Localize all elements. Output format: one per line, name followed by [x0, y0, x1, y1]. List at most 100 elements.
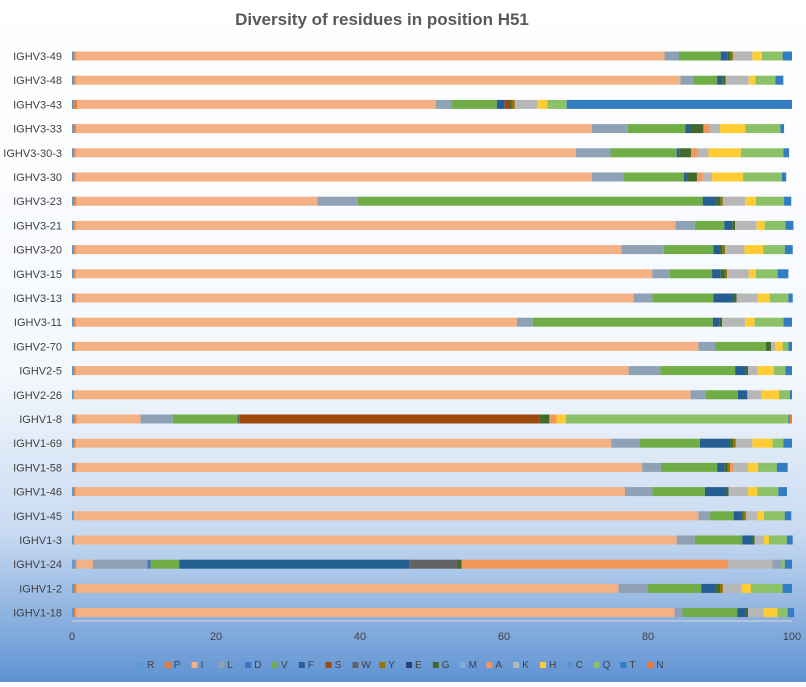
bar-segment-T [788, 341, 792, 351]
bar-segment-Y [725, 269, 728, 279]
bar-segment-V [652, 293, 714, 303]
bar-segment-L [772, 559, 782, 569]
bar-segment-H [745, 317, 755, 327]
bar-segment-P [74, 462, 77, 472]
bar-segment-I [75, 608, 675, 618]
bar-segment-H [752, 438, 773, 448]
bar-segment-T [784, 559, 792, 569]
bar-segment-L [92, 559, 148, 569]
bar-segment-Y [511, 99, 515, 109]
bar-segment-F [684, 172, 687, 182]
bar-segment-Q [565, 414, 789, 424]
bar-segment-R [72, 124, 75, 134]
bar-segment-A [691, 148, 698, 158]
bar-segment-V [652, 487, 705, 497]
bar-segment-I [75, 317, 517, 327]
bar-segment-I [75, 366, 629, 376]
bar-segment-H [744, 245, 764, 255]
bar-segment-G [741, 511, 744, 521]
bar-row [72, 75, 784, 85]
category-label: IGHV3-11 [14, 317, 62, 329]
legend-swatch [379, 662, 386, 668]
bar-segment-P [74, 366, 76, 376]
bar-segment-R [72, 220, 75, 230]
bar-segment-G [745, 366, 749, 376]
bar-segment-I [75, 269, 653, 279]
bar-segment-R [72, 390, 74, 400]
bar-segment-Y [720, 196, 723, 206]
bar-segment-V [669, 269, 713, 279]
bar-segment-Q [774, 366, 786, 376]
x-tick-label: 60 [498, 631, 510, 643]
bar-segment-V [682, 608, 738, 618]
bar-segment-A [703, 124, 710, 134]
bar-segment-Q [745, 124, 781, 134]
bar-segment-V [693, 75, 718, 85]
category-label: IGHV3-30-3 [3, 148, 62, 160]
bar-segment-K [728, 487, 749, 497]
bar-segment-H [748, 487, 758, 497]
bar-row [72, 99, 792, 109]
bar-segment-R [72, 172, 75, 182]
bar-segment-V [357, 196, 703, 206]
bar-segment-P [74, 414, 77, 424]
bar-segment-Y [720, 583, 723, 593]
bar-row [72, 366, 792, 376]
bar-segment-P [73, 390, 75, 400]
category-label: IGHV3-49 [13, 51, 62, 63]
bar-segment-T [783, 317, 792, 327]
bar-segment-F [733, 511, 742, 521]
bar-segment-V [639, 438, 700, 448]
bar-segment-V [705, 390, 738, 400]
category-label: IGHV3-30 [13, 172, 62, 184]
bar-segment-I [75, 438, 612, 448]
bar-segment-K [722, 317, 746, 327]
bar-segment-R [72, 462, 75, 472]
bar-segment-T [781, 172, 787, 182]
bar-segment-T [784, 245, 793, 255]
legend-label: H [549, 660, 556, 671]
bar-segment-R [72, 196, 75, 206]
bar-segment-P [74, 245, 76, 255]
bar-segment-R [72, 535, 74, 545]
bar-segment-Q [763, 245, 785, 255]
bar-segment-G [716, 196, 721, 206]
bar-segment-F [702, 196, 717, 206]
category-label: IGHV3-23 [13, 196, 62, 208]
bar-segment-L [698, 511, 710, 521]
legend-label: S [335, 660, 342, 671]
bar-segment-V [694, 220, 725, 230]
bar-segment-T [783, 438, 792, 448]
bar-segment-K [702, 172, 713, 182]
bar-segment-R [72, 341, 74, 351]
bar-segment-K [733, 462, 749, 472]
category-label: IGHV3-33 [13, 124, 62, 136]
category-label: IGHV1-2 [19, 583, 62, 595]
bar-segment-P [73, 535, 75, 545]
bar-segment-I [76, 583, 619, 593]
legend-label: Q [603, 660, 611, 671]
bar-segment-K [748, 366, 758, 376]
bar-segment-Q [757, 487, 779, 497]
legend-swatch [513, 662, 520, 668]
bar-row [72, 196, 792, 206]
category-label: IGHV2-70 [13, 341, 62, 353]
bar-row [72, 390, 792, 400]
bar-segment-R [72, 245, 75, 255]
bar-segment-K [725, 245, 745, 255]
bar-segment-H [752, 51, 762, 61]
legend-label: V [281, 660, 288, 671]
bar-segment-Q [763, 511, 785, 521]
category-label: IGHV2-26 [13, 390, 62, 402]
bar-segment-P [74, 269, 76, 279]
bar-segment-L [674, 608, 683, 618]
x-tick-label: 20 [210, 631, 222, 643]
bar-segment-F [737, 608, 746, 618]
bar-segment-I [75, 148, 576, 158]
legend-label: D [254, 660, 261, 671]
bar-segment-K [747, 390, 762, 400]
bar-row [72, 511, 792, 521]
legend-label: T [629, 660, 635, 671]
bar-segment-V [172, 414, 238, 424]
